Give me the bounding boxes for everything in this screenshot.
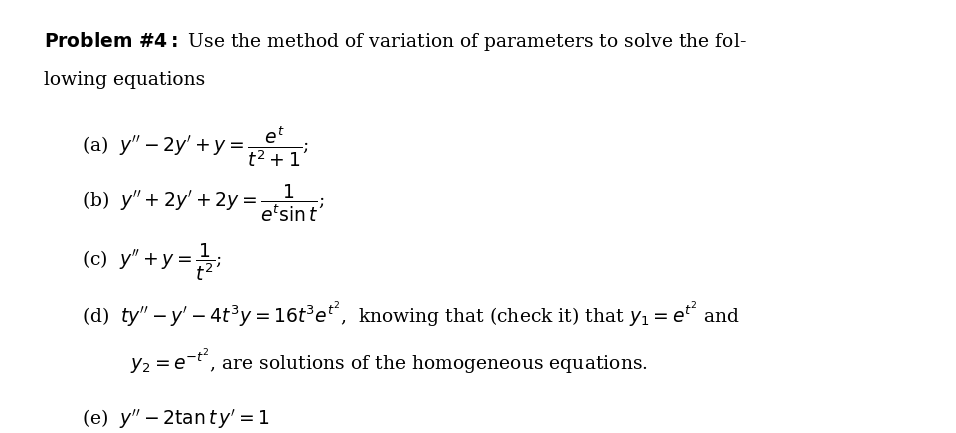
Text: (c)  $y'' + y = \dfrac{1}{t^2}$;: (c) $y'' + y = \dfrac{1}{t^2}$;	[82, 242, 223, 284]
Text: (a)  $y'' - 2y' + y = \dfrac{e^t}{t^2+1}$;: (a) $y'' - 2y' + y = \dfrac{e^t}{t^2+1}$…	[82, 124, 310, 168]
Text: (e)  $y'' - 2\tan t\, y' = 1$: (e) $y'' - 2\tan t\, y' = 1$	[82, 407, 271, 431]
Text: (d)  $ty'' - y' - 4t^3 y = 16t^3 e^{t^2}$,  knowing that (check it) that $y_1 = : (d) $ty'' - y' - 4t^3 y = 16t^3 e^{t^2}$…	[82, 301, 740, 330]
Text: (b)  $y'' + 2y' + 2y = \dfrac{1}{e^t \sin t}$;: (b) $y'' + 2y' + 2y = \dfrac{1}{e^t \sin…	[82, 183, 325, 224]
Text: $y_2 = e^{-t^2}$, are solutions of the homogeneous equations.: $y_2 = e^{-t^2}$, are solutions of the h…	[130, 348, 648, 376]
Text: $\mathbf{Problem\ \#4:}$ Use the method of variation of parameters to solve the : $\mathbf{Problem\ \#4:}$ Use the method …	[44, 30, 748, 53]
Text: lowing equations: lowing equations	[44, 71, 206, 89]
